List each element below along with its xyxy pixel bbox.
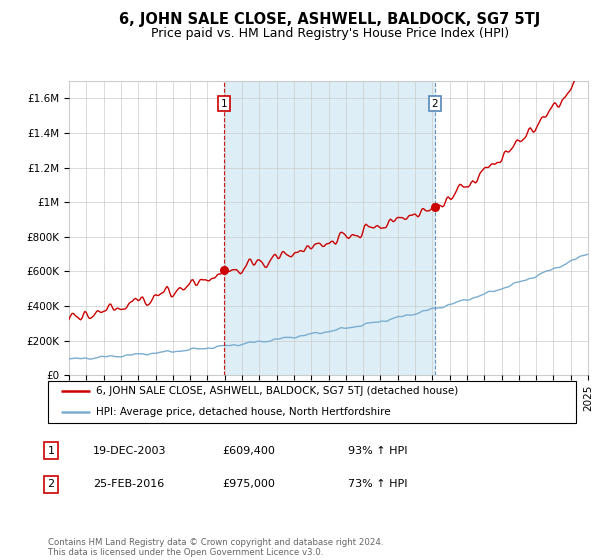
Text: 19-DEC-2003: 19-DEC-2003 [93,446,167,456]
Text: 2: 2 [431,99,438,109]
Text: 6, JOHN SALE CLOSE, ASHWELL, BALDOCK, SG7 5TJ (detached house): 6, JOHN SALE CLOSE, ASHWELL, BALDOCK, SG… [95,386,458,396]
Bar [224,81,435,375]
Text: £975,000: £975,000 [222,479,275,489]
Text: 1: 1 [221,99,227,109]
Text: 93% ↑ HPI: 93% ↑ HPI [348,446,407,456]
Text: £609,400: £609,400 [222,446,275,456]
Text: 2: 2 [47,479,55,489]
FancyBboxPatch shape [48,381,576,423]
Text: 73% ↑ HPI: 73% ↑ HPI [348,479,407,489]
Text: Price paid vs. HM Land Registry's House Price Index (HPI): Price paid vs. HM Land Registry's House … [151,27,509,40]
Text: 25-FEB-2016: 25-FEB-2016 [93,479,164,489]
Text: 1: 1 [47,446,55,456]
Text: HPI: Average price, detached house, North Hertfordshire: HPI: Average price, detached house, Nort… [95,407,390,417]
Text: Contains HM Land Registry data © Crown copyright and database right 2024.
This d: Contains HM Land Registry data © Crown c… [48,538,383,557]
Text: 6, JOHN SALE CLOSE, ASHWELL, BALDOCK, SG7 5TJ: 6, JOHN SALE CLOSE, ASHWELL, BALDOCK, SG… [119,12,541,27]
